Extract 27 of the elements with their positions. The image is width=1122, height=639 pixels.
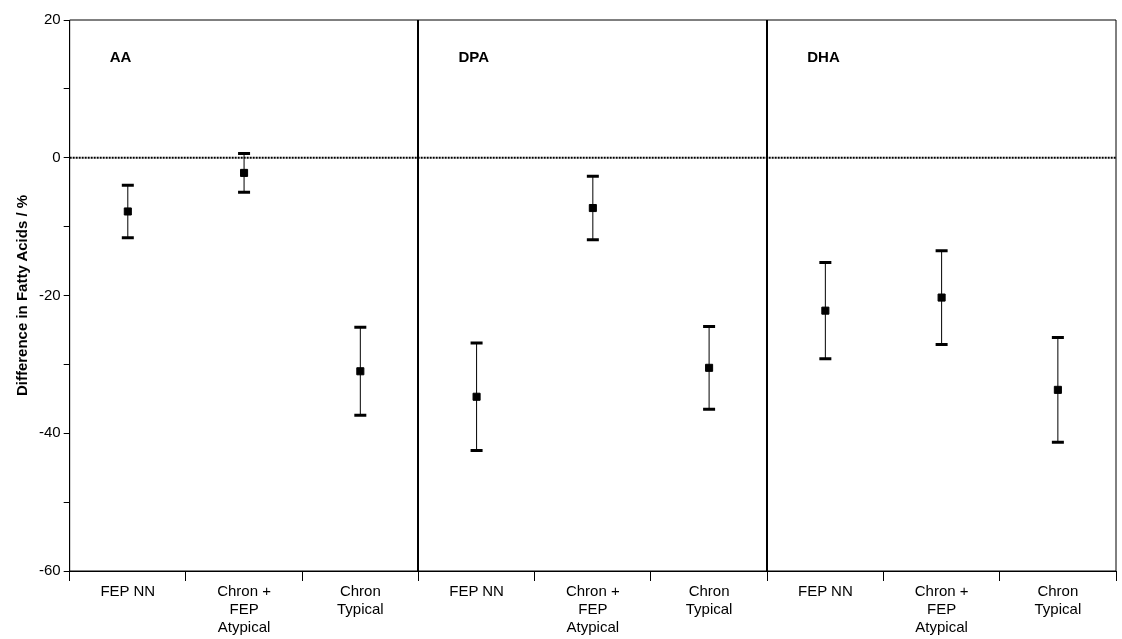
x-tick-label: Chron Typical [1034, 582, 1082, 618]
point [705, 363, 714, 372]
annotation: AA [109, 47, 132, 65]
y-tick-label: 20 [43, 10, 61, 28]
y-tick-label: -60 [38, 561, 61, 579]
point [240, 168, 249, 177]
x-tick-label: Chron + FEP Atypical [217, 582, 272, 636]
x-tick-label: Chron + FEP Atypical [914, 582, 969, 636]
annotation: DHA [807, 47, 840, 65]
point [472, 392, 481, 401]
x-tick-label: Chron Typical [336, 582, 384, 618]
point [821, 306, 830, 315]
x-tick-label: FEP NN [797, 582, 853, 600]
y-tick-label: -20 [38, 285, 61, 303]
x-tick-label: Chron + FEP Atypical [565, 582, 620, 636]
y-tick-label: -40 [38, 423, 61, 441]
x-tick-label: FEP NN [449, 582, 504, 600]
x-tick-label: Chron Typical [685, 582, 733, 618]
y-axis-title: Difference in Fatty Acids / % [13, 194, 31, 397]
x-tick-label: FEP NN [100, 582, 156, 600]
y-tick-label: 0 [52, 147, 61, 165]
point [123, 207, 132, 216]
annotation: DPA [458, 47, 490, 65]
point [937, 293, 946, 302]
point [1053, 385, 1062, 394]
point [356, 367, 365, 376]
point [588, 203, 597, 213]
